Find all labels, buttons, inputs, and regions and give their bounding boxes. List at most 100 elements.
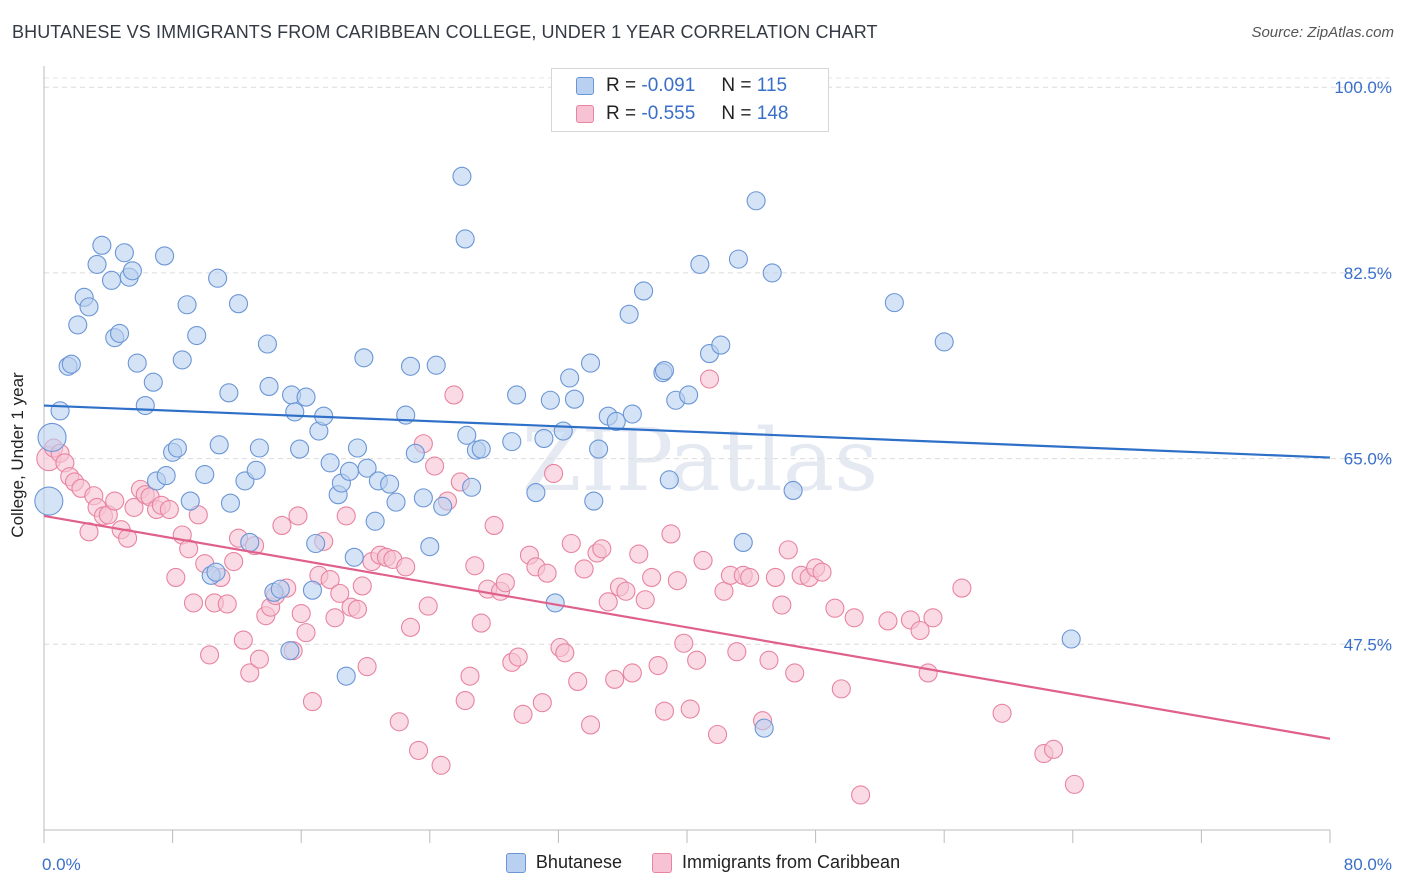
- caribbean-point: [396, 557, 416, 577]
- bhutanese-point: [659, 470, 679, 490]
- bhutanese-point: [357, 458, 377, 478]
- caribbean-point: [772, 595, 792, 615]
- caribbean-point: [825, 598, 845, 618]
- caribbean-point: [844, 608, 864, 628]
- caribbean-point: [778, 540, 798, 560]
- caribbean-point: [320, 570, 340, 590]
- series-caribbean-points: [36, 369, 1084, 805]
- bhutanese-point: [246, 460, 266, 480]
- bhutanese-point: [195, 464, 215, 485]
- caribbean-point: [714, 581, 734, 601]
- bhutanese-point: [127, 353, 147, 373]
- bhutanese-point: [455, 229, 475, 249]
- stats-row-bhutanese: R = -0.091 N = 115: [576, 73, 787, 99]
- caribbean-point: [785, 663, 805, 683]
- caribbean-point: [740, 567, 760, 588]
- bhutanese-point: [240, 532, 260, 552]
- caribbean-point: [249, 649, 269, 669]
- bhutanese-point: [290, 439, 310, 459]
- caribbean-point: [124, 497, 144, 517]
- caribbean-point: [952, 578, 972, 598]
- caribbean-point: [561, 533, 581, 554]
- caribbean-point: [418, 596, 438, 616]
- n-value-bhutanese: 115: [756, 75, 788, 96]
- caribbean-point: [580, 715, 601, 735]
- r-label: R =: [606, 75, 637, 96]
- bhutanese-point: [143, 372, 163, 392]
- bhutanese-point: [679, 385, 699, 405]
- bhutanese-point: [584, 491, 604, 511]
- legend-label-bhutanese: Bhutanese: [535, 852, 622, 872]
- bhutanese-point: [426, 355, 446, 375]
- bhutanese-point: [564, 389, 585, 409]
- bhutanese-point: [433, 496, 453, 516]
- caribbean-point: [727, 642, 747, 662]
- caribbean-point: [699, 369, 720, 389]
- bhutanese-point: [177, 295, 197, 315]
- y-tick-label: 65.0%: [1344, 450, 1392, 469]
- caribbean-point: [217, 594, 237, 614]
- bhutanese-point: [733, 532, 753, 552]
- bhutanese-point: [172, 350, 192, 370]
- caribbean-point: [532, 693, 552, 713]
- stats-legend: R = -0.091 N = 115 R = -0.555 N = 148: [551, 68, 829, 132]
- caribbean-point: [544, 463, 564, 484]
- caribbean-point: [465, 556, 485, 576]
- caribbean-point: [460, 666, 480, 686]
- bhutanese-point: [302, 580, 323, 600]
- caribbean-point: [878, 611, 898, 631]
- bhutanese-point: [50, 401, 70, 421]
- caribbean-point: [455, 690, 475, 711]
- bhutanese-point: [257, 334, 277, 354]
- caribbean-point: [484, 515, 504, 536]
- caribbean-point: [408, 740, 429, 760]
- caribbean-point: [674, 633, 694, 653]
- bhutanese-point: [420, 537, 440, 557]
- caribbean-point: [765, 567, 785, 588]
- caribbean-point: [444, 385, 464, 405]
- caribbean-point: [918, 663, 938, 683]
- bhutanese-point: [110, 323, 130, 343]
- bhutanese-point: [634, 281, 654, 301]
- caribbean-point: [105, 491, 125, 511]
- legend-item-bhutanese: Bhutanese: [505, 852, 622, 873]
- legend-label-caribbean: Immigrants from Caribbean: [682, 852, 901, 872]
- bhutanese-point: [746, 191, 766, 211]
- caribbean-point: [642, 567, 662, 588]
- caribbean-point: [431, 755, 451, 775]
- bhutanese-point: [306, 533, 326, 554]
- y-tick-label: 100.0%: [1334, 78, 1392, 97]
- bhutanese-point: [526, 483, 546, 503]
- bhutanese-point: [220, 493, 241, 513]
- caribbean-point: [347, 599, 368, 619]
- caribbean-point: [224, 551, 244, 572]
- bhutanese-point: [386, 492, 406, 512]
- caribbean-point: [812, 562, 832, 582]
- n-value-caribbean: 148: [756, 103, 789, 124]
- caribbean-point: [910, 620, 930, 641]
- caribbean-point: [183, 593, 204, 613]
- caribbean-point: [661, 524, 681, 544]
- bhutanese-legend-swatch: [505, 852, 526, 873]
- y-tick-labels: 47.5% 65.0% 82.5% 100.0%: [1334, 78, 1392, 654]
- n-label: N =: [721, 103, 752, 124]
- caribbean-point: [296, 623, 316, 643]
- caribbean-point: [598, 592, 618, 612]
- bhutanese-point: [884, 293, 904, 313]
- caribbean-point: [508, 647, 528, 667]
- bhutanese-point: [344, 547, 364, 567]
- bhutanese-point: [68, 315, 88, 335]
- bhutanese-point: [37, 422, 67, 452]
- caribbean-point: [622, 663, 642, 683]
- caribbean-point: [425, 456, 445, 476]
- bhutanese-point: [413, 488, 433, 508]
- caribbean-point: [513, 704, 533, 724]
- bhutanese-point: [320, 453, 340, 473]
- series-bhutanese-points: [34, 166, 1081, 738]
- bhutanese-point: [206, 562, 226, 582]
- caribbean-point: [179, 539, 199, 559]
- caribbean-point: [240, 663, 260, 683]
- caribbean-point: [629, 544, 649, 564]
- y-axis-label: College, Under 1 year: [8, 372, 27, 538]
